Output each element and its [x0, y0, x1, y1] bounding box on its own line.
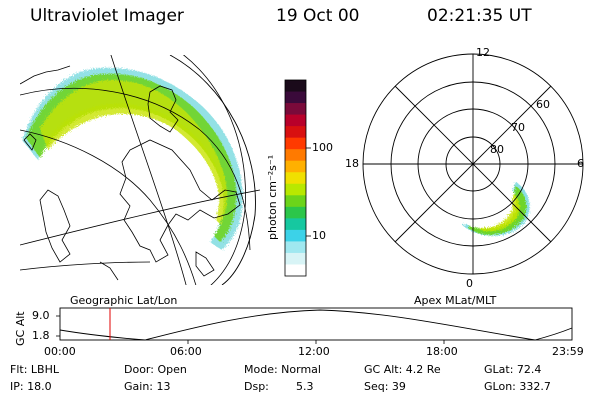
timeline-tick-0600: 06:00: [170, 345, 202, 358]
info-dsp-label: Dsp:: [244, 380, 269, 393]
colorbar-segment: [285, 206, 306, 219]
date-label: 19 Oct 00: [276, 6, 360, 26]
timeline-ymin: 1.8: [32, 329, 50, 342]
info-gc-alt: GC Alt: 4.2 Re: [364, 363, 441, 376]
geographic-map-image: [20, 55, 260, 285]
colorbar-tick-label-100: 100: [312, 141, 333, 154]
timeline-tick-0000: 00:00: [44, 345, 76, 358]
app-title: Ultraviolet Imager: [30, 6, 184, 26]
colorbar-segment: [285, 241, 306, 254]
mlt-label-0: 0: [466, 277, 473, 290]
polar-diagonal-2: [394, 85, 552, 243]
timeline-tick-2359: 23:59: [552, 345, 584, 358]
info-gain: Gain: 13: [124, 380, 171, 393]
mlat-label-80: 80: [490, 143, 504, 156]
colorbar-segment: [285, 160, 306, 173]
timeline-frame: [59, 307, 573, 341]
mlt-label-6: 6: [577, 157, 584, 170]
colorbar-segment: [285, 103, 306, 116]
timeline-ymax: 9.0: [32, 309, 50, 322]
info-door: Door: Open: [124, 363, 187, 376]
colorbar-segment: [285, 126, 306, 139]
mlat-label-70: 70: [511, 121, 525, 134]
info-ip: IP: 18.0: [10, 380, 52, 393]
colorbar-segment: [285, 137, 306, 150]
polar-aurora-image: [462, 182, 530, 236]
colorbar-gradient: [285, 80, 306, 277]
info-dsp-value: 5.3: [296, 380, 314, 393]
mlt-label-18: 18: [345, 157, 359, 170]
colorbar-segment: [285, 229, 306, 242]
colorbar-segment: [285, 80, 306, 93]
colorbar-segment: [285, 218, 306, 231]
colorbar-segment: [285, 195, 306, 208]
time-label: 02:21:35 UT: [427, 6, 532, 26]
info-glat: GLat: 72.4: [484, 363, 542, 376]
timeline-axis-label: GC Alt: [14, 311, 27, 346]
colorbar-segment: [285, 172, 306, 185]
colorbar-segment: [285, 252, 306, 265]
colorbar-segment: [285, 149, 306, 162]
colorbar-segment: [285, 114, 306, 127]
timeline-tick-1800: 18:00: [426, 345, 458, 358]
colorbar-tick-label-10: 10: [312, 229, 326, 242]
mlt-label-12: 12: [476, 46, 490, 59]
timeline-tick-1200: 12:00: [298, 345, 330, 358]
left-panel-caption: Geographic Lat/Lon: [70, 294, 178, 307]
info-glon: GLon: 332.7: [484, 380, 551, 393]
colorbar-segment: [285, 91, 306, 104]
altitude-curve: [59, 309, 573, 341]
right-panel-caption: Apex MLat/MLT: [414, 294, 497, 307]
colorbar-segment: [285, 183, 306, 196]
info-filter: Flt: LBHL: [10, 363, 59, 376]
info-seq: Seq: 39: [364, 380, 406, 393]
colorbar-segment: [285, 264, 306, 277]
mlat-label-60: 60: [536, 98, 550, 111]
info-mode: Mode: Normal: [244, 363, 321, 376]
